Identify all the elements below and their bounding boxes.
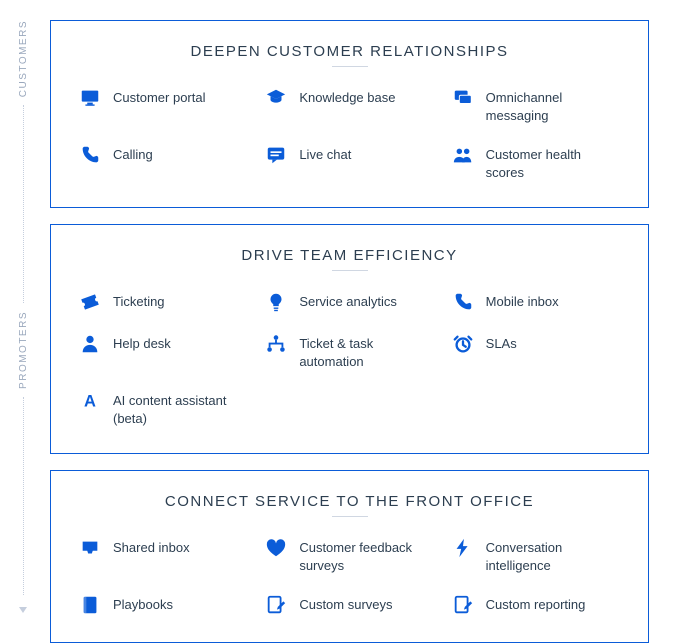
feature-item: Mobile inbox — [452, 291, 620, 313]
person-icon — [79, 333, 101, 355]
feature-label: Custom surveys — [299, 594, 392, 614]
bulb-icon — [265, 291, 287, 313]
feature-panel: DEEPEN CUSTOMER RELATIONSHIPS Customer po… — [50, 20, 649, 208]
feature-item: Custom reporting — [452, 594, 620, 616]
feature-item: Customer health scores — [452, 144, 620, 181]
bolt-icon — [452, 537, 474, 559]
panel-title: CONNECT SERVICE TO THE FRONT OFFICE — [79, 493, 620, 510]
people-icon — [452, 144, 474, 166]
monitor-icon — [79, 87, 101, 109]
feature-label: Calling — [113, 144, 153, 164]
panel-title: DEEPEN CUSTOMER RELATIONSHIPS — [79, 43, 620, 60]
inbox-icon — [79, 537, 101, 559]
feature-label: Conversation intelligence — [486, 537, 620, 574]
phone-icon — [452, 291, 474, 313]
feature-label: Shared inbox — [113, 537, 190, 557]
feature-panel: DRIVE TEAM EFFICIENCY Ticketing Service an… — [50, 224, 649, 454]
feature-item: Custom surveys — [265, 594, 433, 616]
clock-icon — [452, 333, 474, 355]
feature-label: Knowledge base — [299, 87, 395, 107]
feature-label: Ticket & task automation — [299, 333, 433, 370]
title-underline — [332, 516, 368, 517]
feature-item: SLAs — [452, 333, 620, 370]
feature-item: Shared inbox — [79, 537, 247, 574]
title-underline — [332, 66, 368, 67]
editdoc-icon — [265, 594, 287, 616]
feature-label: Playbooks — [113, 594, 173, 614]
feature-label: SLAs — [486, 333, 517, 353]
feature-panel: CONNECT SERVICE TO THE FRONT OFFICE Share… — [50, 470, 649, 643]
title-underline — [332, 270, 368, 271]
feature-label: Service analytics — [299, 291, 397, 311]
heart-icon — [265, 537, 287, 559]
feature-label: Mobile inbox — [486, 291, 559, 311]
feature-item: AI content assistant (beta) — [79, 390, 247, 427]
feature-item: Customer feedback surveys — [265, 537, 433, 574]
feature-item: Omnichannel messaging — [452, 87, 620, 124]
feature-label: Customer portal — [113, 87, 205, 107]
panel-title: DRIVE TEAM EFFICIENCY — [79, 247, 620, 264]
feature-item: Service analytics — [265, 291, 433, 313]
feature-item: Help desk — [79, 333, 247, 370]
book-icon — [79, 594, 101, 616]
side-label-promoters: PROMOTERS — [18, 311, 29, 389]
letterA-icon — [79, 390, 101, 412]
feature-grid: Customer portal Knowledge base Omnichannel… — [79, 87, 620, 181]
feature-grid: Shared inbox Customer feedback surveys Con… — [79, 537, 620, 616]
side-rule — [23, 105, 24, 303]
side-label-customers: CUSTOMERS — [18, 20, 29, 97]
workflow-icon — [265, 333, 287, 355]
feature-item: Knowledge base — [265, 87, 433, 124]
side-axis: CUSTOMERS PROMOTERS — [8, 20, 38, 613]
feature-item: Ticket & task automation — [265, 333, 433, 370]
arrow-down-icon — [19, 607, 27, 613]
feature-item: Playbooks — [79, 594, 247, 616]
feature-item: Live chat — [265, 144, 433, 181]
chatmulti-icon — [452, 87, 474, 109]
ticket-icon — [79, 291, 101, 313]
feature-label: Customer health scores — [486, 144, 620, 181]
feature-label: Customer feedback surveys — [299, 537, 433, 574]
phone-icon — [79, 144, 101, 166]
feature-item: Customer portal — [79, 87, 247, 124]
feature-label: Custom reporting — [486, 594, 586, 614]
feature-label: AI content assistant (beta) — [113, 390, 247, 427]
feature-item: Ticketing — [79, 291, 247, 313]
gradcap-icon — [265, 87, 287, 109]
feature-grid: Ticketing Service analytics Mobile inbox He… — [79, 291, 620, 427]
feature-label: Omnichannel messaging — [486, 87, 620, 124]
editdoc-icon — [452, 594, 474, 616]
feature-label: Live chat — [299, 144, 351, 164]
feature-item: Calling — [79, 144, 247, 181]
feature-item: Conversation intelligence — [452, 537, 620, 574]
livechat-icon — [265, 144, 287, 166]
feature-label: Help desk — [113, 333, 171, 353]
side-rule — [23, 397, 24, 595]
feature-label: Ticketing — [113, 291, 165, 311]
